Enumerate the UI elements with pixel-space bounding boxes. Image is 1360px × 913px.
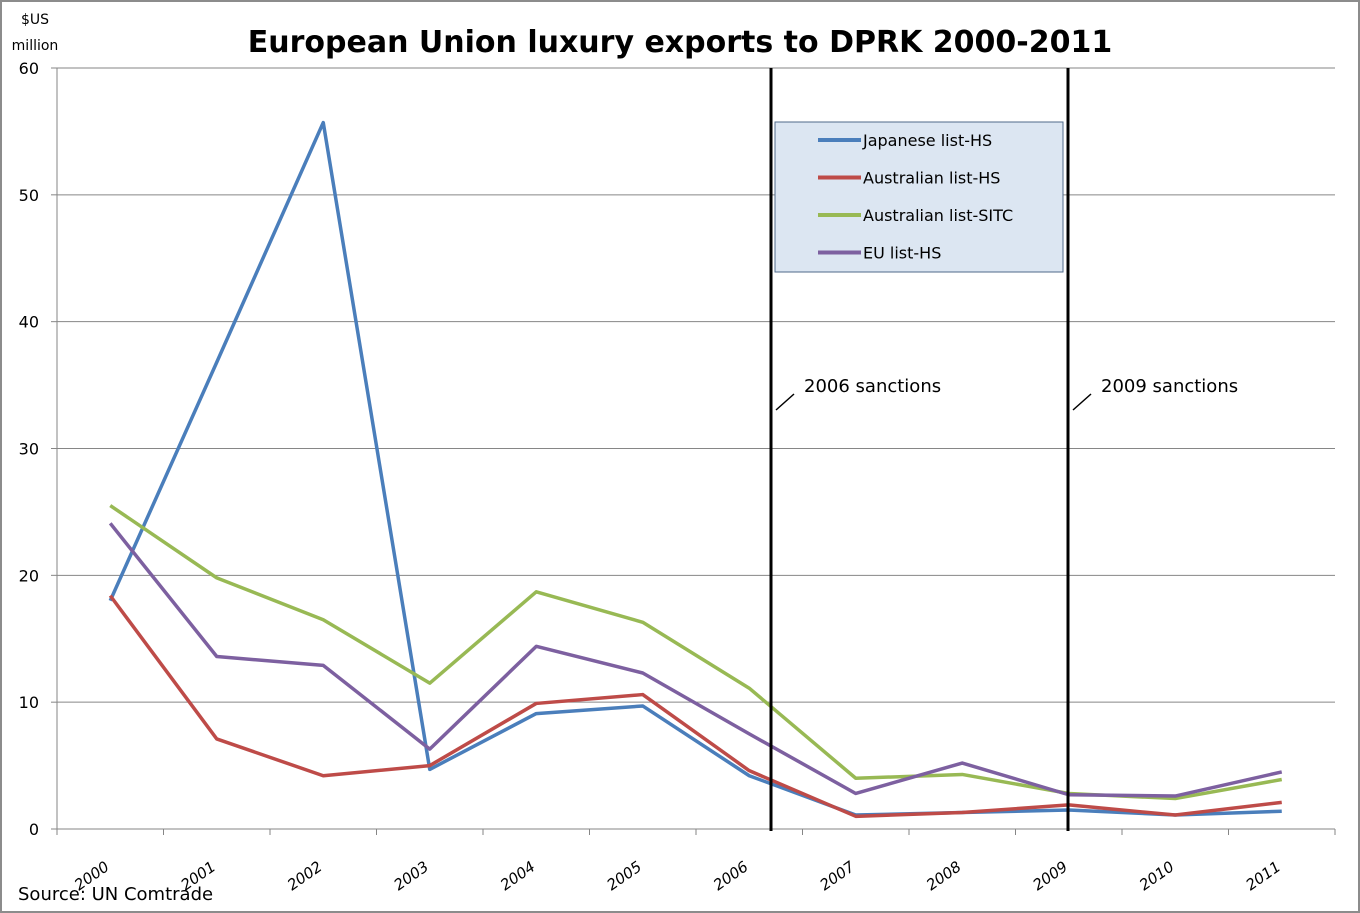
x-tick-label: 2003 [390,858,432,895]
y-tick-label: 20 [19,566,39,585]
series-line-eu-list-hs [108,522,1283,798]
series-line-australian-list-hs [108,594,1282,819]
x-tick-label: 2011 [1242,858,1284,895]
sanction-annotations: 2006 sanctions 2009 sanctions [769,68,1238,831]
y-tick-label: 50 [19,186,39,205]
y-axis-ticks: 0 10 20 30 40 50 60 [19,59,57,839]
series-line-australian-list-sitc [109,504,1283,801]
x-tick-label: 2008 [923,858,965,895]
legend-label: Australian list-SITC [863,206,1013,225]
series-lines [108,120,1283,819]
legend-label: Japanese list-HS [862,131,992,150]
y-tick-label: 0 [29,820,39,839]
x-tick-label: 2004 [497,858,539,895]
x-tick-label: 2002 [284,858,326,895]
legend-label: Australian list-HS [863,169,1000,188]
legend: Japanese list-HS Australian list-HS Austra… [774,121,1064,273]
series-line-japanese-list-hs [108,120,1282,817]
y-axis-unit-line2: million [12,38,59,54]
y-axis-unit-line1: $US [21,12,49,28]
y-tick-label: 30 [19,440,39,459]
chart-title: European Union luxury exports to DPRK 20… [248,25,1112,60]
y-tick-label: 10 [19,693,39,712]
legend-box [774,121,1064,273]
gridlines [57,67,1335,703]
legend-label: EU list-HS [863,244,941,263]
y-tick-label: 60 [19,59,39,78]
annotation-label: 2006 sanctions [804,376,941,397]
x-tick-label: 2006 [710,858,752,895]
source-note: Source: UN Comtrade [18,884,213,905]
x-axis: 2000 2001 2002 2003 2004 2005 2006 2007 2008 2009… [56,68,1336,895]
annotation-leader [1072,393,1092,411]
x-tick-label: 2010 [1136,858,1178,895]
x-tick-label: 2005 [603,858,645,895]
y-tick-label: 40 [19,313,39,332]
annotation-label: 2009 sanctions [1101,376,1238,397]
x-tick-label: 2007 [816,857,858,894]
x-tick-label: 2009 [1029,858,1071,895]
annotation-leader [775,393,795,411]
